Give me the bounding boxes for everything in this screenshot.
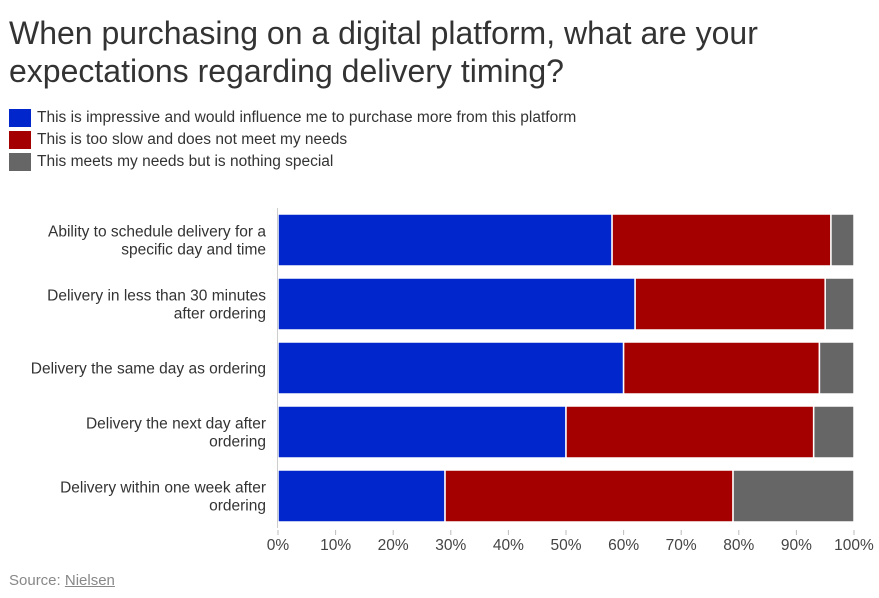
source-link[interactable]: Nielsen (64, 572, 115, 589)
bar-too-slow-delivery-in-less-than-30-minutes-after-ordering (634, 277, 826, 331)
category-label-delivery-the-same-day-as-ordering: Delivery the same day as ordering (31, 361, 266, 378)
chart-title: When purchasing on a digital platform, w… (9, 15, 758, 89)
legend-label-too-slow: This is too slow and does not meet my ne… (37, 131, 348, 148)
x-tick-label-40: 40% (493, 537, 524, 554)
bar-impressive-delivery-the-same-day-as-ordering (277, 341, 625, 395)
bar-too-slow-delivery-the-same-day-as-ordering (622, 341, 821, 395)
legend-swatch-impressive (9, 109, 31, 127)
category-label-delivery-the-next-day-after-ordering-line-1: Delivery the next day after (86, 416, 266, 433)
x-tick-label-10: 10% (320, 537, 351, 554)
category-label-ability-to-schedule-delivery-for-a-specific-day-and-time-line-1: Ability to schedule delivery for a (48, 224, 266, 241)
bar-meets-needs-delivery-in-less-than-30-minutes-after-ordering (824, 277, 855, 331)
x-tick-label-50: 50% (550, 537, 581, 554)
legend-swatch-meets-needs (9, 153, 31, 171)
bar-too-slow-delivery-the-next-day-after-ordering (565, 405, 815, 459)
legend-item-meets-needs: This meets my needs but is nothing speci… (9, 151, 576, 173)
legend-label-impressive: This is impressive and would influence m… (37, 109, 577, 126)
bar-impressive-delivery-the-next-day-after-ordering (277, 405, 567, 459)
x-tick-label-70: 70% (666, 537, 697, 554)
legend: This is impressive and would influence m… (9, 107, 576, 173)
source-note: Source: Nielsen (9, 572, 115, 589)
legend-swatch-too-slow (9, 131, 31, 149)
category-label-ability-to-schedule-delivery-for-a-specific-day-and-time-line-2: specific day and time (121, 242, 266, 259)
category-label-delivery-within-one-week-after-ordering-line-1: Delivery within one week after (60, 480, 266, 497)
x-tick-label-90: 90% (781, 537, 812, 554)
category-label-delivery-within-one-week-after-ordering-line-2: ordering (209, 498, 266, 515)
bar-impressive-delivery-within-one-week-after-ordering (277, 469, 446, 523)
bar-meets-needs-ability-to-schedule-delivery-for-a-specific-day-and-time (830, 213, 855, 267)
legend-item-impressive: This is impressive and would influence m… (9, 107, 576, 129)
x-tick-label-0: 0% (267, 537, 290, 554)
bar-meets-needs-delivery-the-same-day-as-ordering (818, 341, 855, 395)
x-tick-label-60: 60% (608, 537, 639, 554)
category-label-delivery-in-less-than-30-minutes-after-ordering-line-1: Delivery in less than 30 minutes (47, 288, 266, 305)
bar-meets-needs-delivery-the-next-day-after-ordering (812, 405, 855, 459)
bar-impressive-ability-to-schedule-delivery-for-a-specific-day-and-time (277, 213, 613, 267)
x-tick-label-100: 100% (834, 537, 874, 554)
x-tick-label-30: 30% (435, 537, 466, 554)
category-label-delivery-in-less-than-30-minutes-after-ordering-line-2: after ordering (174, 306, 266, 323)
x-tick-label-80: 80% (723, 537, 754, 554)
legend-label-meets-needs: This meets my needs but is nothing speci… (37, 153, 334, 170)
category-label-delivery-the-next-day-after-ordering-line-2: ordering (209, 434, 266, 451)
bar-too-slow-delivery-within-one-week-after-ordering (444, 469, 734, 523)
source-label: Source: (9, 572, 61, 589)
bar-impressive-delivery-in-less-than-30-minutes-after-ordering (277, 277, 636, 331)
x-tick-label-20: 20% (378, 537, 409, 554)
bar-too-slow-ability-to-schedule-delivery-for-a-specific-day-and-time (611, 213, 832, 267)
legend-item-too-slow: This is too slow and does not meet my ne… (9, 129, 576, 151)
bar-meets-needs-delivery-within-one-week-after-ordering (732, 469, 855, 523)
